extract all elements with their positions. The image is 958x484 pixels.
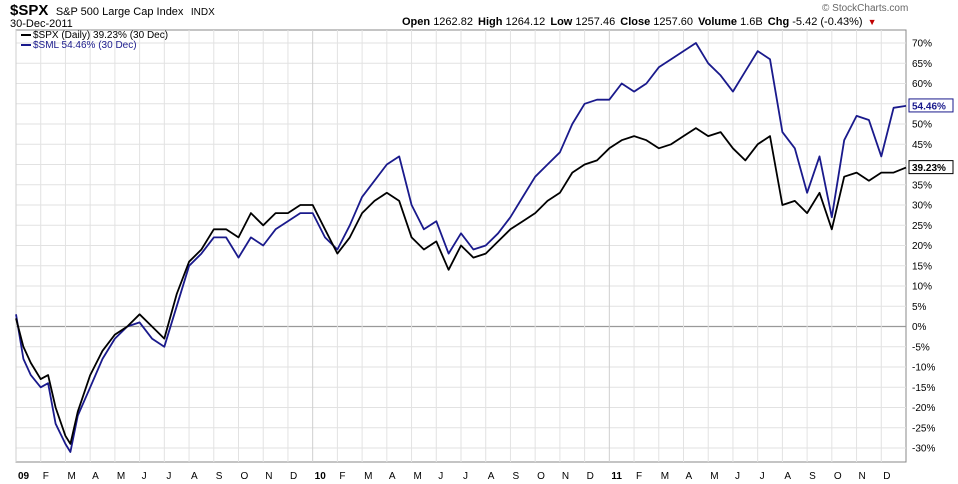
x-tick-label: 09 [18, 471, 30, 482]
x-tick-label: A [686, 471, 693, 482]
chg-value: -5.42 (-0.43%) [792, 16, 863, 28]
line-spx [15, 127, 907, 445]
x-tick-label: J [463, 471, 468, 482]
svg-text:54.46%: 54.46% [912, 101, 946, 112]
x-tick-label: 10 [315, 471, 327, 482]
index-name: S&P 500 Large Cap Index [55, 6, 184, 18]
x-tick-label: A [488, 471, 495, 482]
exchange-label: INDX [190, 7, 215, 18]
x-tick-label: O [834, 471, 842, 482]
y-tick-label: 25% [912, 221, 932, 232]
x-tick-label: N [265, 471, 272, 482]
y-tick-label: 45% [912, 140, 932, 151]
x-tick-label: A [191, 471, 198, 482]
x-tick-label: F [636, 471, 642, 482]
quote-date: 30-Dec-2011 [10, 18, 73, 30]
legend-item-spx: $SPX (Daily) 39.23% (30 Dec) [21, 30, 168, 41]
svg-text:39.23%: 39.23% [912, 163, 946, 174]
legend-swatch-sml [21, 44, 31, 47]
y-tick-label: 5% [912, 302, 927, 313]
close-label: Close [620, 16, 651, 28]
end-label-sml: 54.46% [908, 98, 954, 113]
volume-value: 1.6B [740, 16, 763, 28]
x-tick-label: J [438, 471, 443, 482]
x-tick-label: M [364, 471, 372, 482]
open-value: 1262.82 [433, 16, 473, 28]
x-tick-label: D [883, 471, 890, 482]
y-tick-label: -15% [912, 383, 935, 394]
x-tick-label: F [339, 471, 345, 482]
x-tick-label: D [587, 471, 594, 482]
quote-summary: Open 1262.82 High 1264.12 Low 1257.46 Cl… [402, 16, 879, 28]
chart-title: $SPX S&P 500 Large Cap Index INDX [10, 2, 215, 20]
low-label: Low [550, 16, 573, 28]
x-tick-label: J [142, 471, 147, 482]
ticker-symbol: $SPX [10, 2, 49, 19]
y-tick-label: 60% [912, 79, 932, 90]
close-value: 1257.60 [653, 16, 694, 28]
x-tick-label: O [241, 471, 249, 482]
y-tick-label: -25% [912, 423, 935, 434]
x-tick-label: N [859, 471, 866, 482]
x-tick-label: J [760, 471, 765, 482]
x-tick-label: M [710, 471, 718, 482]
x-tick-label: A [784, 471, 791, 482]
x-tick-label: N [562, 471, 569, 482]
x-tick-label: A [92, 471, 99, 482]
y-tick-label: 35% [912, 180, 932, 191]
end-label-spx: 39.23% [908, 160, 954, 175]
open-label: Open [402, 16, 431, 28]
x-tick-label: 11 [611, 471, 622, 482]
x-tick-label: D [290, 471, 297, 482]
y-tick-label: 10% [912, 282, 932, 293]
source-credit: © StockCharts.com [822, 3, 909, 14]
y-tick-label: 0% [912, 322, 927, 333]
x-tick-label: M [117, 471, 125, 482]
low-value: 1257.46 [575, 16, 616, 28]
x-tick-label: M [67, 471, 75, 482]
x-tick-label: M [661, 471, 669, 482]
x-tick-label: S [216, 471, 223, 482]
x-tick-label: J [166, 471, 171, 482]
y-tick-label: 65% [912, 59, 932, 70]
high-value: 1264.12 [505, 16, 546, 28]
end-labels: 39.23% 54.46% [908, 98, 954, 175]
chg-label: Chg [767, 16, 790, 28]
x-tick-label: J [735, 471, 740, 482]
x-tick-label: O [537, 471, 545, 482]
y-tick-label: 50% [912, 120, 932, 131]
legend-label-sml: $SML 54.46% (30 Dec) [33, 40, 137, 51]
y-tick-label: -30% [912, 444, 935, 455]
volume-label: Volume [698, 16, 738, 28]
x-tick-label: F [43, 471, 49, 482]
high-label: High [478, 16, 503, 28]
y-tick-label: 20% [912, 241, 932, 252]
x-tick-label: M [414, 471, 422, 482]
down-arrow-icon: ▼ [867, 17, 877, 27]
y-tick-label: 15% [912, 261, 932, 272]
series-lines [15, 42, 907, 453]
y-tick-label: 30% [912, 201, 932, 212]
x-tick-label: S [809, 471, 816, 482]
legend-label-spx: $SPX (Daily) 39.23% (30 Dec) [33, 30, 169, 41]
y-tick-label: -10% [912, 363, 935, 374]
x-tick-label: S [512, 471, 519, 482]
line-sml [15, 42, 907, 453]
x-tick-label: A [389, 471, 396, 482]
legend-swatch-spx [21, 34, 31, 37]
y-tick-label: -20% [912, 403, 935, 414]
y-tick-label: -5% [912, 342, 930, 353]
legend-item-sml: $SML 54.46% (30 Dec) [21, 40, 137, 51]
y-tick-label: 70% [912, 39, 932, 50]
chart-axes: 70%65%60%55%50%45%40%35%30%25%20%15%10%5… [18, 39, 935, 483]
